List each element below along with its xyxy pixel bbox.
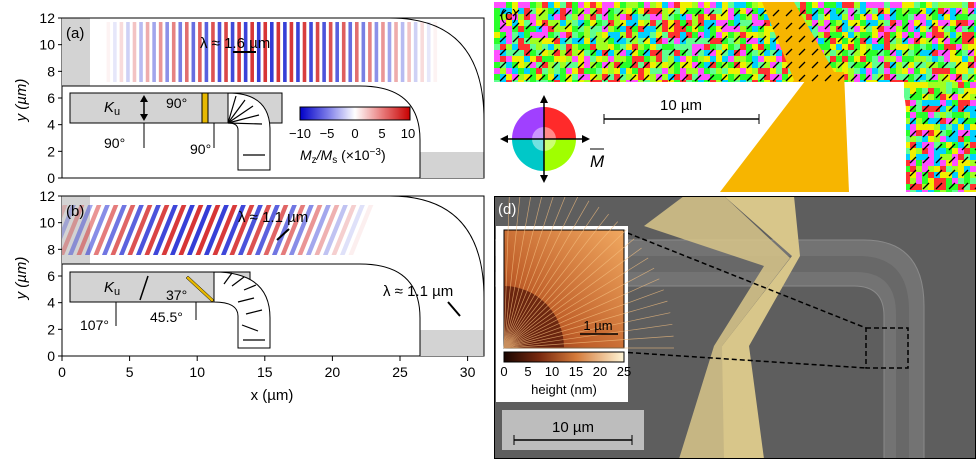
panel-b-angle-45: 45.5° — [150, 309, 183, 325]
y-tick-label: 12 — [39, 188, 55, 204]
panel-c-scalebar-label: 10 µm — [660, 97, 702, 114]
afm-inset: 1 µm 0 5 10 15 20 25 height (nm) — [496, 196, 674, 402]
panel-d-gold-electrode — [684, 196, 800, 459]
panel-a-spin-waves — [106, 22, 438, 82]
panel-b-spin-waves — [62, 205, 374, 255]
y-tick-label: 8 — [47, 63, 55, 79]
panel-c-label: (c) — [500, 7, 518, 24]
afm-tick-label: 0 — [500, 364, 507, 379]
panel-a-wavelength: λ ≈ 1.6 µm — [200, 35, 270, 52]
afm-tick-label: 5 — [524, 364, 531, 379]
panel-a-angle-2: 90° — [104, 135, 125, 151]
panel-b-angle-37: 37° — [166, 287, 187, 303]
afm-tick-label: 10 — [545, 364, 559, 379]
afm-tick-label: 25 — [617, 364, 631, 379]
panel-a: (a) λ ≈ 1.6 µm Ku 90° 90° 90° — [61, 17, 485, 179]
y-tick-label: 8 — [47, 241, 55, 257]
panel-b-ku: Ku — [104, 279, 120, 298]
x-tick-label: 10 — [189, 364, 205, 380]
axes: 0 2 4 6 8 10 12 0 2 4 6 8 10 12 0 5 10 15 20 25 30 — [39, 10, 475, 380]
y-tick-label: 12 — [39, 10, 55, 26]
y-tick-label: 6 — [47, 268, 55, 284]
y-tick-label: 0 — [47, 170, 55, 186]
panel-a-inset-schematic: Ku 90° 90° 90° — [69, 92, 283, 171]
y-tick-label: 0 — [47, 348, 55, 364]
colorbar-tick-1: −5 — [320, 126, 335, 141]
panel-a-label: (a) — [66, 25, 84, 42]
panels-ab-figure: (a) λ ≈ 1.6 µm Ku 90° 90° 90° — [13, 10, 485, 404]
y-tick-label: 4 — [47, 295, 55, 311]
colorbar-tick-0: −10 — [289, 126, 311, 141]
afm-tick-label: 20 — [593, 364, 607, 379]
x-axis-label: x (µm) — [251, 387, 294, 404]
colorbar: −10 −5 0 5 10 Mz/Ms (×10−3) — [289, 106, 415, 166]
panel-b-wavelength-right: λ ≈ 1.1 µm — [383, 283, 453, 300]
y-tick-label: 2 — [47, 321, 55, 337]
colorbar-label: Mz/Ms (×10−3) — [300, 147, 386, 166]
color-wheel — [500, 95, 590, 183]
panel-d-figure: 1 µm 0 5 10 15 20 25 height (nm) 10 µm (d) — [494, 196, 976, 459]
afm-axis-label: height (nm) — [531, 382, 597, 397]
afm-tick-label: 15 — [569, 364, 583, 379]
panel-b-wavelength-top: λ ≈ 1.1 µm — [238, 209, 308, 226]
panel-c-figure: (c) M 10 µm — [494, 2, 976, 192]
panel-c-moment-arrows — [499, 9, 976, 190]
panel-b-inset-schematic: Ku 37° 107° 45.5° — [69, 271, 271, 349]
x-tick-label: 20 — [325, 364, 341, 380]
panel-d-label: (d) — [498, 201, 516, 218]
y-tick-label: 4 — [47, 117, 55, 133]
y-tick-label: 10 — [39, 215, 55, 231]
colorbar-tick-3: 5 — [378, 126, 385, 141]
y-axis-label-b: y (µm) — [13, 257, 30, 301]
y-tick-label: 6 — [47, 90, 55, 106]
colorbar-tick-4: 10 — [401, 126, 415, 141]
panel-b-label: (b) — [66, 203, 84, 220]
panel-a-angle-3: 90° — [190, 141, 211, 157]
x-tick-label: 5 — [126, 364, 134, 380]
y-tick-label: 10 — [39, 37, 55, 53]
x-tick-label: 15 — [257, 364, 273, 380]
panel-c-scalebar: 10 µm — [603, 97, 760, 124]
panel-a-angle-1: 90° — [166, 95, 187, 111]
y-tick-label: 2 — [47, 143, 55, 159]
x-tick-label: 0 — [58, 364, 66, 380]
panel-a-waveguide-outline — [62, 85, 421, 178]
panel-b-angle-107: 107° — [80, 317, 109, 333]
panel-a-ku: Ku — [104, 99, 120, 118]
panel-b: (b) λ ≈ 1.1 µm λ ≈ 1.1 µm Ku 37° 107° 45… — [61, 195, 485, 357]
y-axis-label-a: y (µm) — [13, 79, 30, 123]
panel-c-m-label: M — [590, 152, 605, 171]
x-tick-label: 25 — [392, 364, 408, 380]
panel-d-scalebar-label: 10 µm — [552, 419, 594, 436]
x-tick-label: 30 — [460, 364, 476, 380]
colorbar-tick-2: 0 — [351, 126, 358, 141]
afm-scalebar-label: 1 µm — [583, 318, 612, 333]
